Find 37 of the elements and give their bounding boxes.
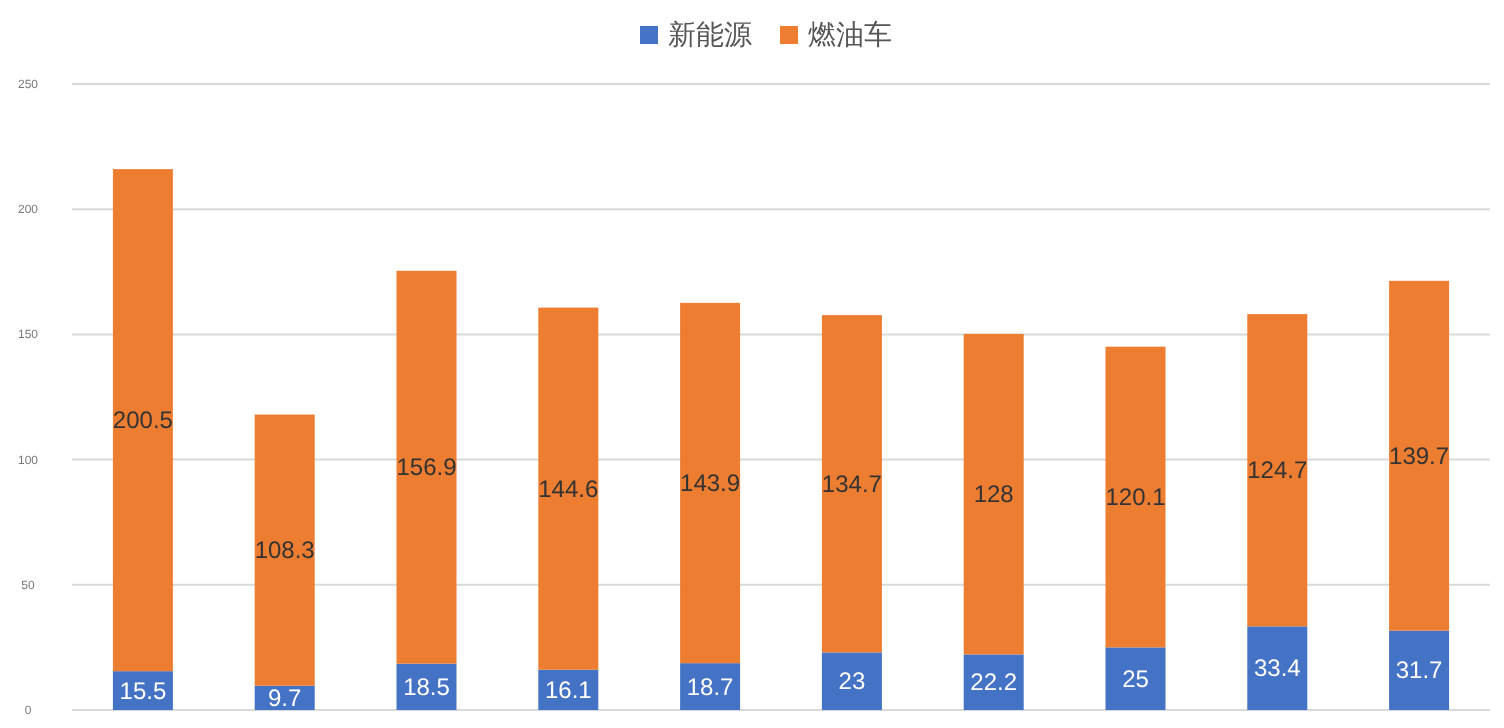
- bar: [821, 652, 882, 710]
- data-label: 23: [838, 667, 866, 696]
- data-label: 139.7: [1389, 441, 1450, 470]
- data-label: 33.4: [1253, 654, 1302, 683]
- data-label: 9.7: [268, 683, 303, 712]
- bar: [112, 169, 173, 672]
- bar: [1389, 280, 1450, 631]
- bar: [538, 307, 599, 670]
- data-label: 108.3: [254, 536, 316, 565]
- data-label: 18.5: [403, 672, 451, 701]
- data-label: 18.7: [686, 672, 735, 701]
- bar: [396, 270, 457, 664]
- data-label: 25: [1122, 664, 1150, 693]
- data-label: 16.1: [544, 675, 593, 704]
- data-label: 128: [973, 480, 1015, 509]
- bar: [1105, 346, 1166, 648]
- bar: [1247, 626, 1308, 710]
- data-label: 120.1: [1105, 483, 1167, 512]
- data-label: 144.6: [538, 474, 599, 503]
- bar: [680, 302, 741, 664]
- data-label: 31.7: [1395, 656, 1444, 685]
- data-label: 22.2: [970, 668, 1018, 697]
- data-label: 124.7: [1247, 456, 1308, 485]
- legend-label: 燃油车: [808, 18, 892, 50]
- bar: [821, 315, 882, 653]
- bar: [1105, 647, 1166, 710]
- data-label: 134.7: [821, 469, 883, 498]
- bar: [963, 654, 1024, 710]
- data-label: 143.9: [680, 469, 741, 498]
- bar: [1389, 630, 1450, 710]
- data-label: 156.9: [396, 453, 458, 482]
- bar: [254, 414, 315, 686]
- bar: [1247, 314, 1308, 627]
- legend-label: 新能源: [668, 18, 752, 50]
- bar: [963, 333, 1024, 655]
- data-label: 200.5: [112, 406, 174, 435]
- data-label: 15.5: [119, 676, 167, 705]
